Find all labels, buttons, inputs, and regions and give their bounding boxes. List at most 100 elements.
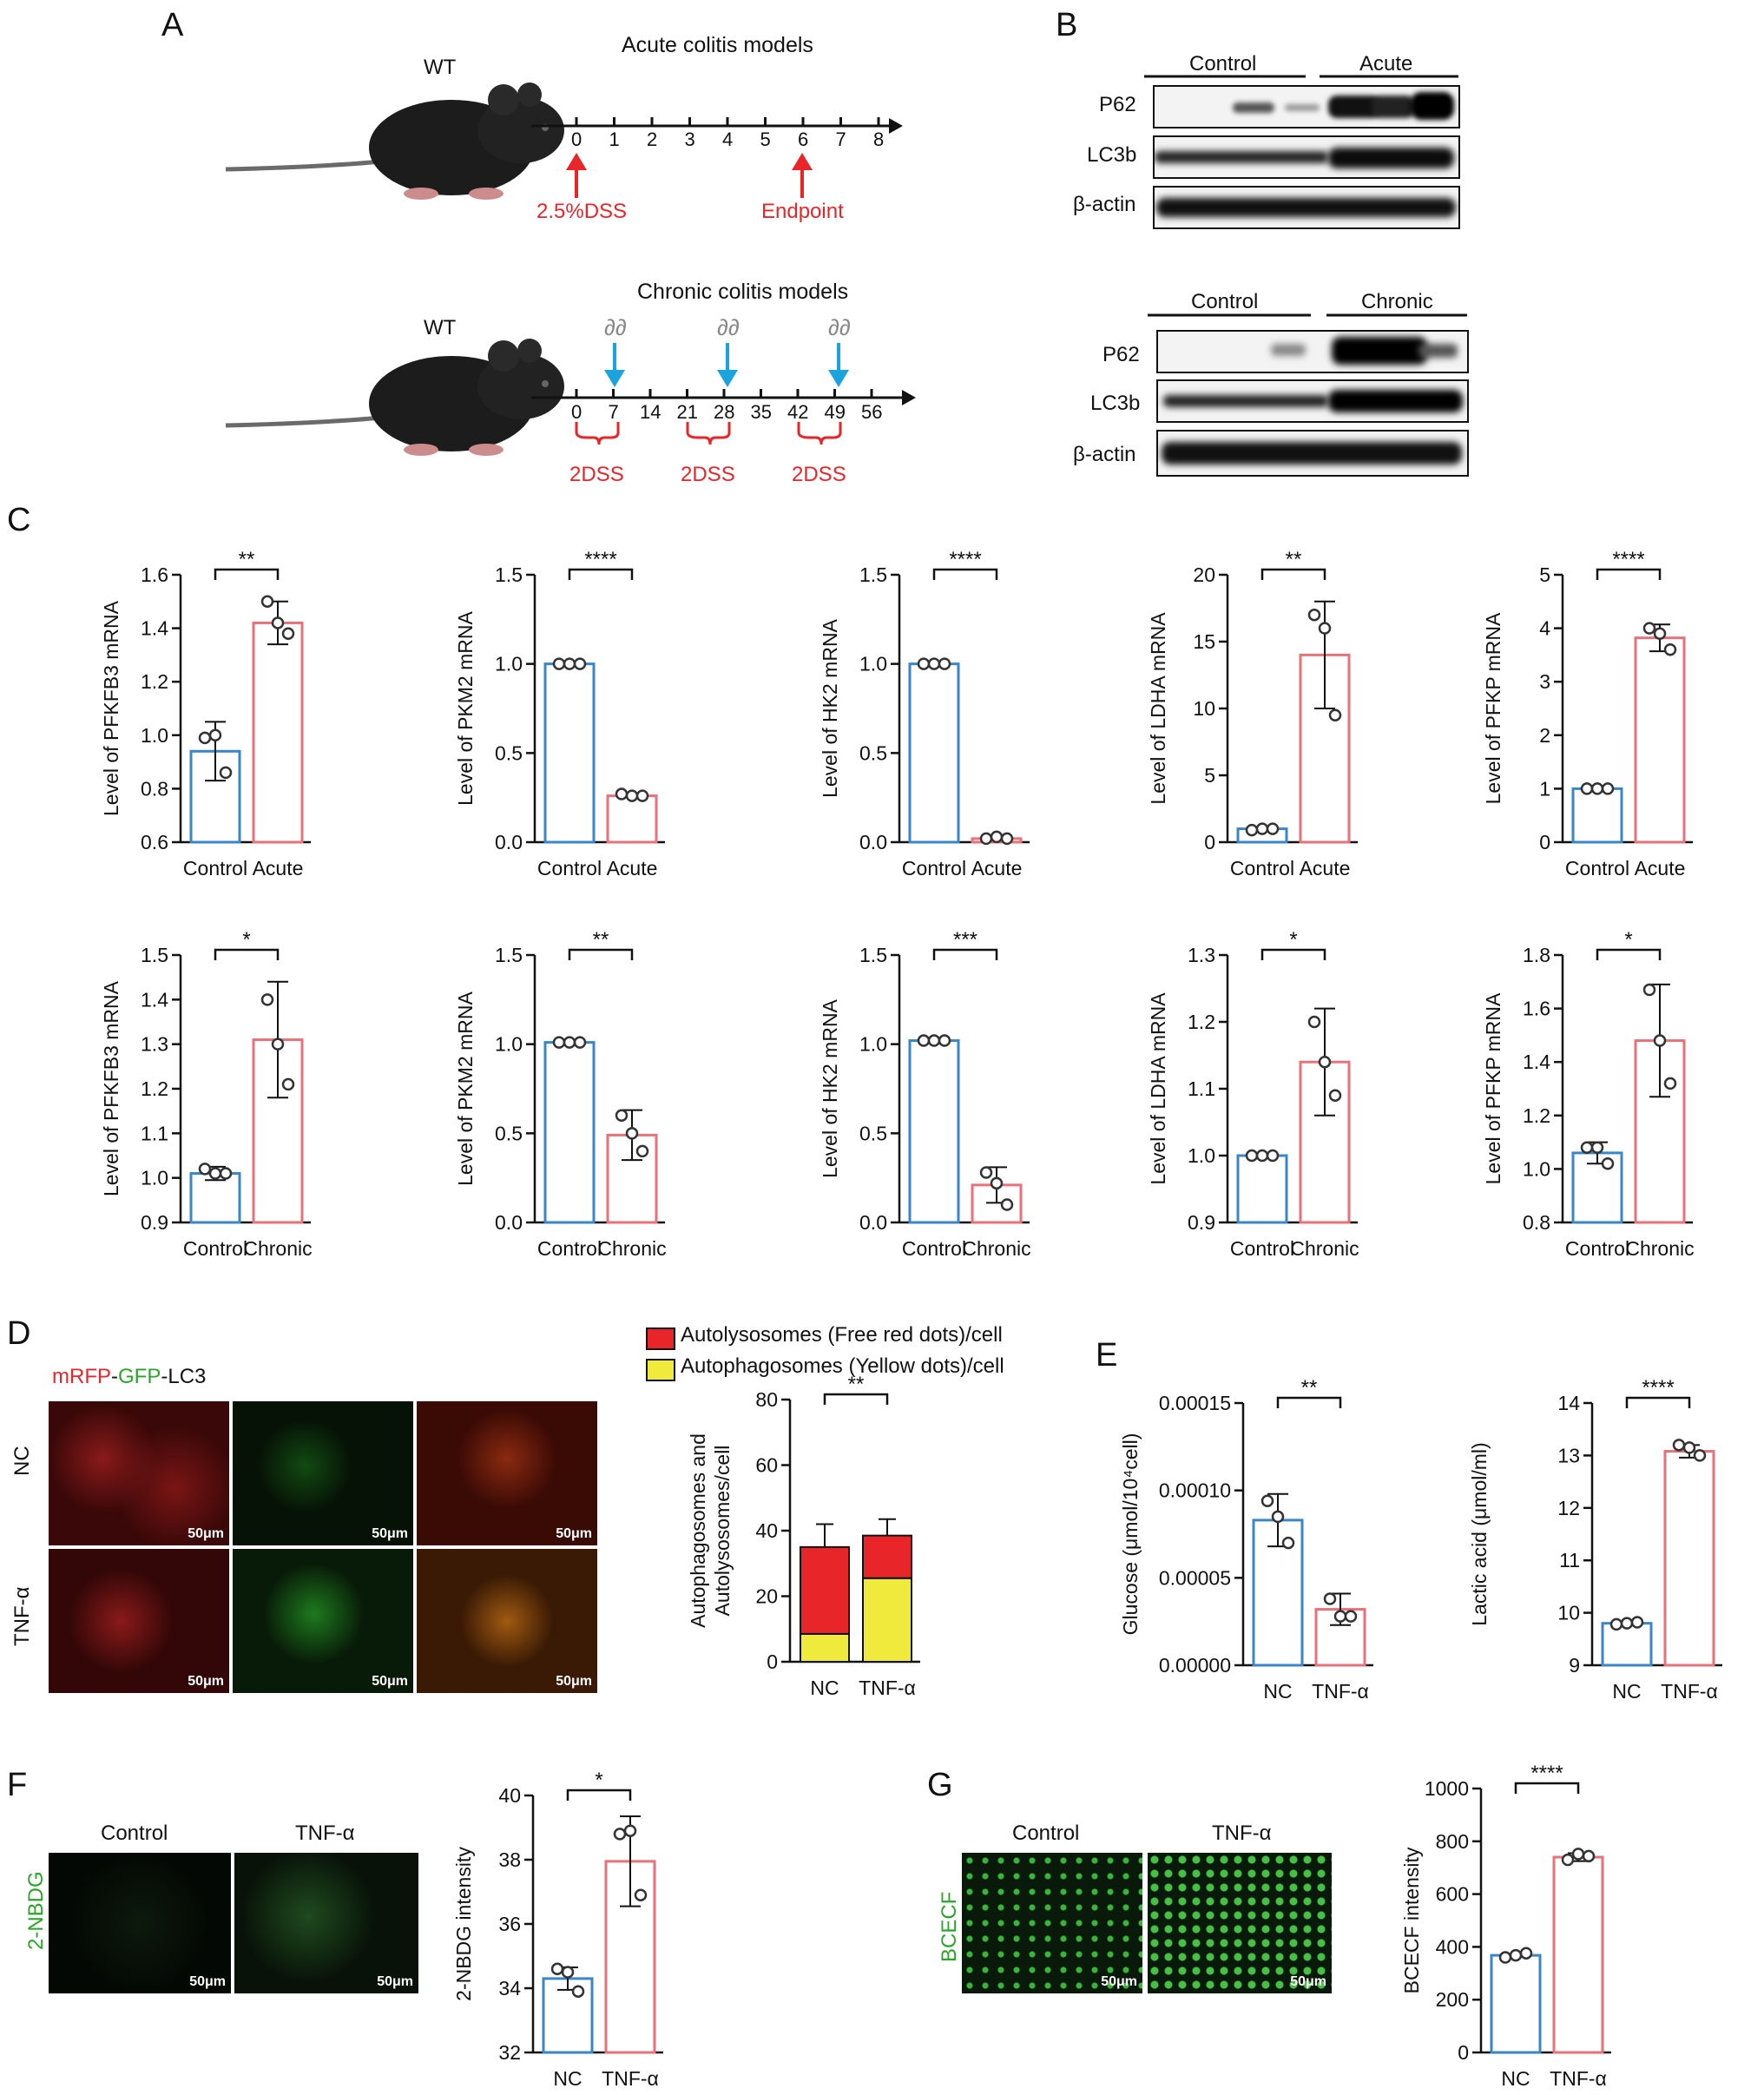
y-tick-label: 1.8 [1523, 944, 1550, 966]
data-point [1642, 983, 1656, 997]
y-axis-label: Level of HK2 mRNA [819, 998, 841, 1177]
stain-part-dash: - [111, 1365, 118, 1388]
y-tick-label: 60 [755, 1454, 778, 1477]
y-tick-label: 0.9 [141, 1211, 168, 1234]
y-tick-label: 0.5 [495, 1122, 523, 1144]
data-point [1333, 1610, 1347, 1623]
y-tick-label: 0.0 [859, 831, 887, 853]
data-point [571, 1985, 585, 1998]
y-axis-label: Autophagosomes and [687, 1433, 709, 1628]
blot-group-label: Control [1191, 290, 1259, 313]
data-point [573, 1036, 587, 1049]
y-tick-label: 0 [1539, 831, 1550, 853]
data-point [281, 1077, 295, 1091]
data-point [979, 1166, 993, 1179]
significance-label: **** [1642, 1376, 1674, 1400]
micrograph-nc-mrfp: 50μm [49, 1401, 229, 1545]
blot-row-label: P62 [1102, 343, 1140, 366]
significance-label: ** [1301, 1376, 1318, 1400]
x-tick-label: NC [553, 2067, 582, 2090]
data-point [615, 787, 629, 800]
y-axis-label: Level of HK2 mRNA [819, 618, 841, 797]
y-tick-label: 1.1 [141, 1122, 168, 1144]
timeline-tick-label: 7 [835, 128, 846, 150]
significance-label: ** [239, 548, 255, 571]
data-point [281, 627, 295, 641]
data-point [1000, 832, 1014, 846]
significance-bracket [1260, 568, 1326, 580]
data-point [1609, 1617, 1623, 1631]
significance-label: **** [949, 548, 981, 571]
significance-label: ** [1286, 548, 1302, 571]
timeline-tick-label: 28 [714, 401, 735, 423]
stacked-bar-segment [862, 1534, 912, 1579]
y-tick-label: 1.5 [859, 563, 887, 586]
y-tick-label: 1.0 [141, 724, 168, 747]
data-point [990, 830, 1004, 844]
y-tick-label: 11 [1559, 1549, 1580, 1571]
data-point [625, 1127, 639, 1140]
y-tick-label: 1.6 [1523, 998, 1550, 1020]
data-point [573, 657, 587, 670]
timeline-tick-label: 6 [798, 128, 809, 150]
y-tick-label: 0.00005 [1159, 1566, 1231, 1589]
y-tick-label: 0.0 [495, 831, 523, 853]
x-tick-label: Acute [1300, 857, 1351, 880]
y-tick-label: 5 [1204, 764, 1215, 787]
data-point [219, 1167, 233, 1180]
data-point [979, 832, 993, 846]
y-axis-label: Autolysosomes/cell [711, 1446, 734, 1617]
data-point [260, 595, 274, 609]
timeline-tick-label: 1 [609, 128, 620, 150]
data-point [625, 789, 639, 802]
data-point [1590, 782, 1604, 795]
micrograph-row-label: TNF-α [10, 1586, 34, 1646]
x-tick-label: Acute [607, 857, 658, 880]
chart-d: 0 20 40 60 80 Autophagosomes and Autolysosomes… [687, 1373, 920, 1699]
y-tick-label: 1.2 [141, 1077, 168, 1100]
data-point [561, 1966, 575, 1979]
data-point [1663, 1077, 1677, 1090]
micrograph-nc-gfp: 50μm [233, 1401, 413, 1545]
x-tick-label: Chronic [962, 1237, 1030, 1260]
micrograph-col-label: TNF-α [295, 1822, 355, 1845]
micrograph-col-label: Control [101, 1822, 168, 1845]
stacked-bar-segment [800, 1632, 850, 1663]
y-tick-label: 1.6 [141, 563, 168, 586]
y-tick-label: 0.6 [141, 831, 168, 853]
significance-label: **** [1530, 1762, 1563, 1785]
significance-label: ** [593, 928, 609, 952]
panel-b-group-lines [1144, 75, 1467, 317]
bar [543, 1041, 596, 1224]
chronic-model-title: Chronic colitis models [637, 280, 849, 304]
y-tick-label: 0.9 [1188, 1211, 1215, 1234]
y-tick-label: 1000 [1425, 1777, 1469, 1800]
data-point [1255, 822, 1269, 835]
x-tick-label: Control [902, 857, 966, 880]
scale-bar-label: 50μm [188, 1674, 224, 1689]
y-tick-label: 1.4 [141, 617, 168, 640]
scale-bar-label: 50μm [372, 1674, 408, 1689]
significance-bracket [214, 948, 280, 960]
chart-c5: 0 1 2 3 4 5 Level of PFKP mRNA Control Acute **** [1482, 548, 1693, 880]
y-tick-label: 38 [498, 1848, 521, 1871]
data-point [927, 657, 941, 670]
bar [1634, 636, 1686, 844]
scale-bar-label: 50μm [377, 1974, 413, 1989]
data-point [1266, 1149, 1280, 1163]
bar [1552, 1855, 1604, 2054]
y-tick-label: 1.0 [141, 1167, 168, 1189]
timeline-tick-label: 56 [861, 401, 883, 423]
y-tick-label: 5 [1539, 563, 1550, 586]
chronic-arrow-icon: ∂∂ [604, 314, 627, 340]
y-tick-label: 0.0 [495, 1211, 523, 1234]
significance-bracket [1514, 1782, 1580, 1794]
data-point [1519, 1947, 1533, 1960]
y-tick-label: 600 [1436, 1883, 1469, 1906]
significance-label: **** [584, 548, 616, 571]
y-axis-label: Glucose (μmol/10⁴cell) [1119, 1433, 1142, 1636]
y-tick-label: 1.0 [495, 653, 523, 675]
x-tick-label: TNF-α [602, 2067, 659, 2090]
significance-label: * [1289, 928, 1297, 952]
data-point [1266, 822, 1280, 835]
